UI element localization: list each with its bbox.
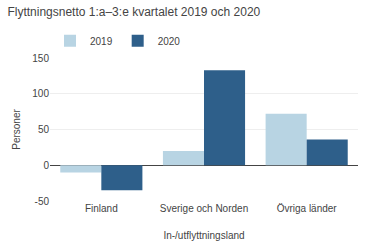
svg-text:100: 100 xyxy=(32,88,49,99)
svg-text:In-/utflyttningsland: In-/utflyttningsland xyxy=(163,230,244,241)
svg-text:Sverige och Norden: Sverige och Norden xyxy=(160,203,248,214)
svg-text:2020: 2020 xyxy=(158,36,181,47)
svg-text:50: 50 xyxy=(38,124,50,135)
svg-text:-50: -50 xyxy=(35,196,50,207)
svg-text:150: 150 xyxy=(32,53,49,64)
svg-text:2019: 2019 xyxy=(90,36,113,47)
svg-text:0: 0 xyxy=(43,160,49,171)
svg-text:Flyttningsnetto 1:a–3:e kvarta: Flyttningsnetto 1:a–3:e kvartalet 2019 o… xyxy=(7,5,260,19)
svg-text:Personer: Personer xyxy=(11,109,22,150)
svg-text:Finland: Finland xyxy=(85,203,118,214)
svg-text:Övriga länder: Övriga länder xyxy=(277,203,338,214)
